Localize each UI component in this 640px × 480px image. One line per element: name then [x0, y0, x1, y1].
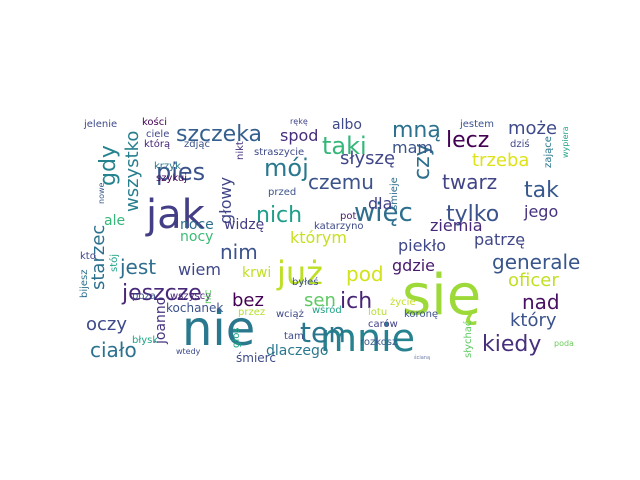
- word-jak: jak: [146, 192, 205, 238]
- word-noce: noce: [180, 217, 214, 233]
- word-sen: sen: [304, 290, 336, 311]
- word-nad: nad: [522, 290, 560, 314]
- word-stoj: stój: [109, 253, 120, 272]
- word-taki: taki: [322, 132, 367, 160]
- word-dla: dla: [368, 194, 393, 213]
- word-byles: byłeś: [292, 277, 319, 288]
- word-blysk: błysk: [132, 335, 159, 346]
- word-trzeba: trzeba: [472, 150, 530, 171]
- word-tiny: ścianą: [414, 355, 431, 361]
- word-kiedy: kiedy: [482, 332, 542, 357]
- word-jelenie: jelenie: [84, 119, 118, 130]
- word-albo: albo: [332, 117, 362, 133]
- word-jego: jego: [524, 202, 559, 221]
- word-przed: przed: [268, 187, 297, 198]
- word-nikt: nikt: [235, 141, 246, 160]
- word-nic: nic: [203, 289, 214, 304]
- word-pieklo: piekło: [398, 236, 447, 255]
- word-zycie: życie: [390, 297, 416, 308]
- word-pod: pod: [346, 262, 384, 286]
- word-widze: widzę: [224, 217, 265, 233]
- word-nowe: nowe: [97, 182, 106, 204]
- word-jeszcze: jeszcze: [122, 281, 202, 306]
- word-sie: się: [402, 263, 482, 328]
- word-poza: poza: [132, 291, 156, 302]
- word-ciele: ciele: [146, 129, 170, 140]
- word-katarzyno: katarzyno: [314, 221, 364, 232]
- word-dlaczego: dlaczego: [266, 343, 329, 359]
- word-gdzie: gdzie: [392, 256, 435, 275]
- word-nocy: nocy: [180, 229, 214, 245]
- word-wtedy: wtedy: [176, 347, 201, 356]
- word-kochanek: kochanek: [166, 301, 224, 315]
- word-ten: ten: [300, 316, 346, 349]
- word-generale: generale: [492, 250, 581, 274]
- word-juz: już: [277, 254, 323, 292]
- word-krwi: krwi: [242, 265, 272, 281]
- word-wypiera: wypiera: [561, 126, 570, 158]
- word-kto: kto: [80, 251, 96, 262]
- word-ktory: który: [510, 310, 557, 331]
- word-smieje: śmieje: [389, 177, 400, 210]
- word-ziemia: ziemia: [430, 216, 483, 235]
- word-ktorym: którym: [290, 228, 347, 247]
- word-wiem: wiem: [178, 260, 221, 279]
- word-smierc: śmierć: [236, 351, 276, 365]
- word-nie: nie: [182, 301, 256, 357]
- word-jestem: jestem: [460, 119, 494, 130]
- word-pies: pies: [156, 158, 206, 186]
- word-slysze: słyszę: [340, 148, 396, 169]
- word-jest: jest: [120, 255, 157, 279]
- word-rozkosz: rozkosz: [360, 337, 398, 348]
- word-poda: poda: [554, 339, 574, 348]
- word-przez: przez: [238, 307, 266, 318]
- word-moj: mój: [264, 154, 309, 182]
- word-cloud: się nie jak mnie już ten ich pod nim jes…: [79, 112, 580, 368]
- word-zajace: zające: [543, 136, 554, 168]
- word-bijesz: bijesz: [79, 269, 90, 298]
- word-slychac: słychać: [463, 320, 474, 358]
- word-wszystko: wszystko: [122, 130, 143, 212]
- word-twarz: twarz: [442, 170, 498, 194]
- word-wszyscy: wszyscy: [170, 291, 212, 302]
- word-szczeka: szczeka: [176, 122, 263, 147]
- word-nich: nich: [256, 203, 303, 228]
- word-ich: ich: [340, 289, 373, 314]
- word-lotu: lotu: [368, 307, 388, 318]
- word-wsrod: wśród: [312, 305, 342, 316]
- word-mnie: mnie: [320, 316, 416, 360]
- word-oczy: oczy: [86, 314, 128, 335]
- word-tam: tam: [284, 331, 304, 342]
- word-mam: mam: [392, 138, 433, 157]
- word-mna: mną: [392, 118, 441, 143]
- word-wiec: więc: [354, 198, 413, 228]
- word-moze: może: [508, 118, 558, 139]
- word-cialo: ciało: [90, 338, 137, 362]
- word-ktora: którą: [144, 139, 171, 150]
- word-pot: pot: [340, 211, 357, 222]
- word-tylko: tylko: [446, 202, 500, 227]
- word-krzyk: krzyk: [154, 161, 181, 172]
- word-czemu: czemu: [308, 170, 374, 194]
- word-reke: rękę: [290, 117, 308, 126]
- word-lecz: lecz: [446, 128, 490, 153]
- word-carow: carów: [368, 319, 398, 330]
- word-wczoraj_label_szykuj: szykuj: [156, 173, 187, 184]
- word-gdy: gdy: [96, 145, 121, 186]
- word-oficer: oficer: [508, 270, 559, 291]
- word-nim: nim: [220, 240, 258, 264]
- word-dzis: dziś: [510, 139, 530, 150]
- word-ale: ale: [104, 213, 126, 229]
- word-wczaj: wciąż: [276, 309, 304, 320]
- word-patrze: patrzę: [474, 230, 526, 249]
- word-straszycie: straszycie: [254, 147, 305, 158]
- word-spod: spod: [280, 126, 319, 145]
- word-korone: koronę: [404, 309, 439, 320]
- word-bez: bez: [232, 290, 264, 311]
- word-tak: tak: [524, 178, 559, 203]
- word-zdjac: zdjąć: [184, 139, 211, 150]
- word-glos: głos: [231, 327, 242, 348]
- word-kosci: kości: [142, 117, 168, 128]
